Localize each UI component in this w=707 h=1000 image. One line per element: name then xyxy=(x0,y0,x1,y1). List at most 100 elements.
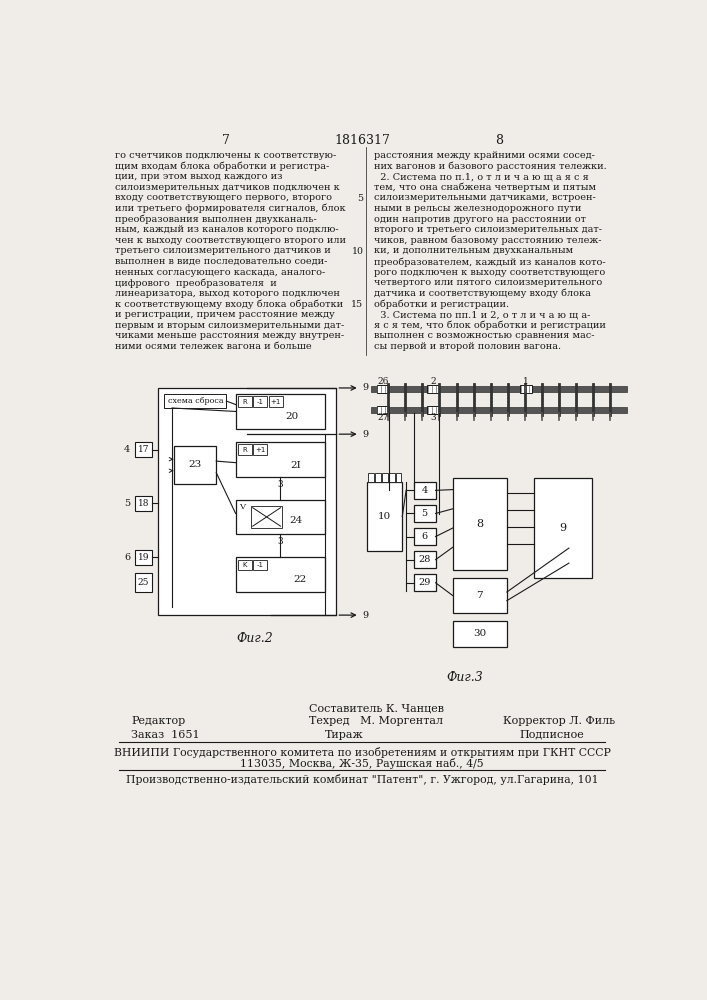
Text: 25: 25 xyxy=(138,578,149,587)
Bar xyxy=(414,574,436,591)
Bar xyxy=(368,473,373,482)
Text: Редактор: Редактор xyxy=(131,716,185,726)
Bar xyxy=(235,557,325,592)
Text: Заказ  1651: Заказ 1651 xyxy=(131,730,199,740)
Bar xyxy=(520,385,532,393)
Text: 3: 3 xyxy=(431,413,436,422)
Text: один напротив другого на расстоянии от: один напротив другого на расстоянии от xyxy=(373,215,585,224)
Text: к соответствующему входу блока обработки: к соответствующему входу блока обработки xyxy=(115,300,343,309)
Text: обработки и регистрации.: обработки и регистрации. xyxy=(373,300,509,309)
Text: 9: 9 xyxy=(559,523,566,533)
Text: Подписное: Подписное xyxy=(520,730,585,740)
Text: и регистрации, причем расстояние между: и регистрации, причем расстояние между xyxy=(115,310,334,319)
Bar xyxy=(377,385,389,393)
Text: ными в рельсы железнодорожного пути: ными в рельсы железнодорожного пути xyxy=(373,204,581,213)
Text: 27: 27 xyxy=(378,413,389,422)
Bar xyxy=(238,396,252,407)
Text: 7: 7 xyxy=(477,591,483,600)
Bar xyxy=(368,459,623,667)
Bar xyxy=(174,446,216,484)
Text: 20: 20 xyxy=(285,412,298,421)
Text: 10: 10 xyxy=(378,512,392,521)
Bar xyxy=(251,506,282,528)
Text: первым и вторым силоизмерительными дат-: первым и вторым силоизмерительными дат- xyxy=(115,321,344,330)
Text: 18: 18 xyxy=(138,499,149,508)
Text: 30: 30 xyxy=(473,629,486,638)
Text: 10: 10 xyxy=(351,247,363,256)
Text: 3: 3 xyxy=(277,537,283,546)
Text: 9: 9 xyxy=(362,430,368,439)
Text: 6: 6 xyxy=(421,532,428,541)
Text: рого подключен к выходу соответствующего: рого подключен к выходу соответствующего xyxy=(373,268,604,277)
Text: го счетчиков подключены к соответствую-: го счетчиков подключены к соответствую- xyxy=(115,151,336,160)
Bar xyxy=(414,528,436,545)
Text: -1: -1 xyxy=(257,399,264,405)
Bar xyxy=(427,406,440,414)
Bar xyxy=(534,478,592,578)
Text: 113035, Москва, Ж-35, Раушская наб., 4/5: 113035, Москва, Ж-35, Раушская наб., 4/5 xyxy=(240,758,484,769)
Text: 4: 4 xyxy=(421,486,428,495)
Text: 9: 9 xyxy=(362,611,368,620)
Text: ки, и дополнительным двухканальным: ки, и дополнительным двухканальным xyxy=(373,246,573,255)
Bar xyxy=(414,551,436,568)
Text: четвертого или пятого силоизмерительного: четвертого или пятого силоизмерительного xyxy=(373,278,602,287)
Text: ними осями тележек вагона и больше: ними осями тележек вагона и больше xyxy=(115,342,311,351)
Bar xyxy=(235,500,325,534)
Bar xyxy=(253,560,267,570)
Text: второго и третьего силоизмерительных дат-: второго и третьего силоизмерительных дат… xyxy=(373,225,602,234)
Text: чиками меньше расстояния между внутрен-: чиками меньше расстояния между внутрен- xyxy=(115,331,344,340)
Text: 28: 28 xyxy=(419,555,431,564)
Text: 2. Система по п.1, о т л и ч а ю щ а я с я: 2. Система по п.1, о т л и ч а ю щ а я с… xyxy=(373,172,588,181)
Text: 22: 22 xyxy=(293,575,306,584)
Text: Техред   М. Моргентал: Техред М. Моргентал xyxy=(309,716,443,726)
Bar xyxy=(375,473,380,482)
Text: схема сброса: схема сброса xyxy=(168,397,223,405)
Text: +1: +1 xyxy=(271,399,281,405)
Text: линеаризатора, выход которого подключен: линеаризатора, выход которого подключен xyxy=(115,289,339,298)
Text: 6: 6 xyxy=(124,553,130,562)
Text: третьего силоизмерительного датчиков и: третьего силоизмерительного датчиков и xyxy=(115,246,330,255)
Bar xyxy=(253,396,267,407)
Text: 15: 15 xyxy=(351,300,363,309)
Text: цифрового  преобразователя  и: цифрового преобразователя и xyxy=(115,278,276,288)
Text: преобразователем, каждый из каналов кото-: преобразователем, каждый из каналов кото… xyxy=(373,257,605,267)
Text: выполнен с возможностью сравнения мас-: выполнен с возможностью сравнения мас- xyxy=(373,331,594,340)
Text: +1: +1 xyxy=(255,447,266,453)
Bar xyxy=(135,573,152,592)
Text: -1: -1 xyxy=(257,562,264,568)
Text: 23: 23 xyxy=(188,460,201,469)
Text: входу соответствующего первого, второго: входу соответствующего первого, второго xyxy=(115,193,332,202)
Bar xyxy=(238,444,252,455)
Bar xyxy=(382,473,387,482)
Bar xyxy=(135,442,152,457)
Bar xyxy=(253,444,267,455)
Text: 5: 5 xyxy=(421,509,428,518)
Text: ВНИИПИ Государственного комитета по изобретениям и открытиям при ГКНТ СССР: ВНИИПИ Государственного комитета по изоб… xyxy=(114,747,610,758)
Bar xyxy=(389,473,395,482)
Text: или третьего формирователя сигналов, блок: или третьего формирователя сигналов, бло… xyxy=(115,204,345,213)
Bar xyxy=(427,385,440,393)
Text: Корректор Л. Филь: Корректор Л. Филь xyxy=(503,716,615,726)
Bar xyxy=(269,396,283,407)
Text: 2: 2 xyxy=(431,377,436,386)
Bar xyxy=(235,442,325,477)
Bar xyxy=(235,394,325,429)
Text: 1816317: 1816317 xyxy=(334,134,390,147)
Text: 1: 1 xyxy=(523,377,529,386)
Bar xyxy=(158,388,337,615)
Bar xyxy=(371,386,627,392)
Text: 4: 4 xyxy=(124,445,130,454)
Text: 8: 8 xyxy=(495,134,503,147)
Text: 26: 26 xyxy=(378,377,389,386)
Text: 5: 5 xyxy=(124,499,130,508)
Bar xyxy=(377,406,389,414)
Text: R: R xyxy=(243,399,247,405)
Text: них вагонов и базового расстояния тележки.: них вагонов и базового расстояния тележк… xyxy=(373,161,607,171)
Text: выполнен в виде последовательно соеди-: выполнен в виде последовательно соеди- xyxy=(115,257,327,266)
Text: R: R xyxy=(243,447,247,453)
Text: силоизмерительными датчиками, встроен-: силоизмерительными датчиками, встроен- xyxy=(373,193,595,202)
Bar xyxy=(452,578,507,613)
Text: чиков, равном базовому расстоянию тележ-: чиков, равном базовому расстоянию тележ- xyxy=(373,236,601,245)
Text: V: V xyxy=(240,503,245,511)
Text: 9: 9 xyxy=(362,383,368,392)
